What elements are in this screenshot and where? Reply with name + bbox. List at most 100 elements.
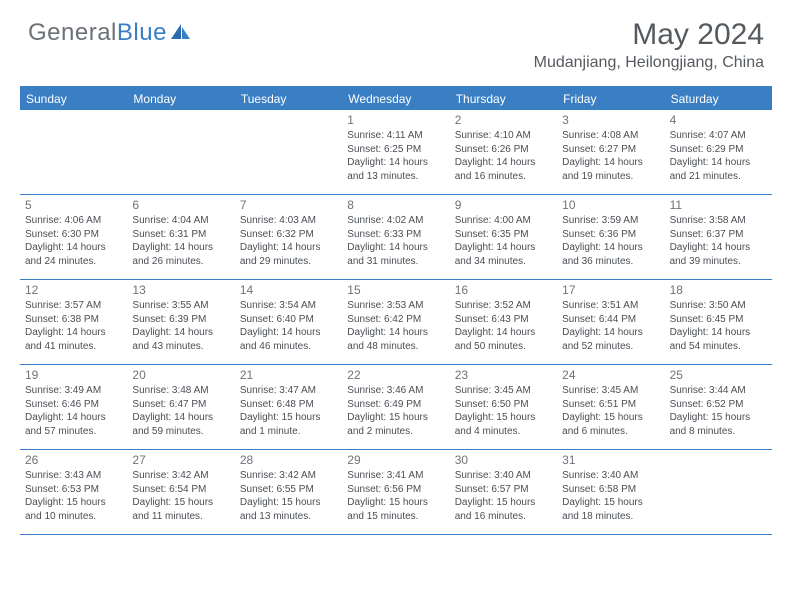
calendar-week-row: 12 Sunrise: 3:57 AMSunset: 6:38 PMDayligh… (20, 280, 772, 365)
calendar-day-cell: 7 Sunrise: 4:03 AMSunset: 6:32 PMDaylight… (235, 195, 342, 279)
calendar-day-cell: 18Sunrise: 3:50 AMSunset: 6:45 PMDayligh… (665, 280, 772, 364)
calendar-day-cell: 8Sunrise: 4:02 AMSunset: 6:33 PMDaylight… (342, 195, 449, 279)
calendar-empty-cell (665, 450, 772, 534)
day-number: 3 (562, 113, 659, 127)
calendar-day-cell: 2 Sunrise: 4:10 AMSunset: 6:26 PMDaylight… (450, 110, 557, 194)
weekday-label: Tuesday (235, 88, 342, 110)
day-number: 9 (455, 198, 552, 212)
day-sun-info: Sunrise: 3:40 AMSunset: 6:58 PMDaylight:… (562, 469, 659, 523)
day-sun-info: Sunrise: 4:03 AMSunset: 6:32 PMDaylight:… (240, 214, 337, 268)
day-number: 2 (455, 113, 552, 127)
location: Mudanjiang, Heilongjiang, China (534, 54, 764, 72)
day-number: 11 (670, 198, 767, 212)
logo: General Blue (28, 18, 192, 48)
calendar-day-cell: 1Sunrise: 4:11 AMSunset: 6:25 PMDaylight… (342, 110, 449, 194)
day-sun-info: Sunrise: 3:54 AMSunset: 6:40 PMDaylight:… (240, 299, 337, 353)
calendar-day-cell: 29 Sunrise: 3:41 AMSunset: 6:56 PMDayligh… (342, 450, 449, 534)
day-sun-info: Sunrise: 3:43 AMSunset: 6:53 PMDaylight:… (25, 469, 122, 523)
day-number: 26 (25, 453, 122, 467)
day-sun-info: Sunrise: 3:46 AMSunset: 6:49 PMDaylight:… (347, 384, 444, 438)
day-number: 14 (240, 283, 337, 297)
day-sun-info: Sunrise: 3:42 AMSunset: 6:55 PMDaylight:… (240, 469, 337, 523)
day-sun-info: Sunrise: 4:04 AMSunset: 6:31 PMDaylight:… (132, 214, 229, 268)
day-sun-info: Sunrise: 3:52 AMSunset: 6:43 PMDaylight:… (455, 299, 552, 353)
weekday-header-row: SundayMondayTuesdayWednesdayThursdayFrid… (20, 88, 772, 110)
day-sun-info: Sunrise: 4:08 AMSunset: 6:27 PMDaylight:… (562, 129, 659, 183)
day-sun-info: Sunrise: 3:47 AMSunset: 6:48 PMDaylight:… (240, 384, 337, 438)
calendar: SundayMondayTuesdayWednesdayThursdayFrid… (20, 86, 772, 535)
day-sun-info: Sunrise: 4:00 AMSunset: 6:35 PMDaylight:… (455, 214, 552, 268)
calendar-week-row: 19 Sunrise: 3:49 AMSunset: 6:46 PMDayligh… (20, 365, 772, 450)
day-sun-info: Sunrise: 3:45 AMSunset: 6:50 PMDaylight:… (455, 384, 552, 438)
day-sun-info: Sunrise: 4:06 AMSunset: 6:30 PMDaylight:… (25, 214, 122, 268)
day-number: 28 (240, 453, 337, 467)
logo-text-general: General (28, 19, 117, 47)
day-number: 24 (562, 368, 659, 382)
day-sun-info: Sunrise: 4:07 AMSunset: 6:29 PMDaylight:… (670, 129, 767, 183)
day-sun-info: Sunrise: 3:58 AMSunset: 6:37 PMDaylight:… (670, 214, 767, 268)
weekday-label: Wednesday (342, 88, 449, 110)
calendar-day-cell: 13Sunrise: 3:55 AMSunset: 6:39 PMDayligh… (127, 280, 234, 364)
day-number: 4 (670, 113, 767, 127)
day-number: 21 (240, 368, 337, 382)
header: General Blue May 2024 Mudanjiang, Heilon… (0, 0, 792, 78)
logo-text-blue: Blue (117, 19, 167, 47)
calendar-day-cell: 26 Sunrise: 3:43 AMSunset: 6:53 PMDayligh… (20, 450, 127, 534)
day-sun-info: Sunrise: 3:41 AMSunset: 6:56 PMDaylight:… (347, 469, 444, 523)
day-number: 25 (670, 368, 767, 382)
calendar-day-cell: 3 Sunrise: 4:08 AMSunset: 6:27 PMDaylight… (557, 110, 664, 194)
day-sun-info: Sunrise: 3:57 AMSunset: 6:38 PMDaylight:… (25, 299, 122, 353)
day-sun-info: Sunrise: 3:49 AMSunset: 6:46 PMDaylight:… (25, 384, 122, 438)
day-sun-info: Sunrise: 3:59 AMSunset: 6:36 PMDaylight:… (562, 214, 659, 268)
calendar-empty-cell (20, 110, 127, 194)
calendar-day-cell: 28 Sunrise: 3:42 AMSunset: 6:55 PMDayligh… (235, 450, 342, 534)
day-sun-info: Sunrise: 3:53 AMSunset: 6:42 PMDaylight:… (347, 299, 444, 353)
weekday-label: Saturday (665, 88, 772, 110)
weekday-label: Sunday (20, 88, 127, 110)
calendar-week-row: 26 Sunrise: 3:43 AMSunset: 6:53 PMDayligh… (20, 450, 772, 535)
day-number: 22 (347, 368, 444, 382)
calendar-body: 1Sunrise: 4:11 AMSunset: 6:25 PMDaylight… (20, 110, 772, 535)
day-number: 6 (132, 198, 229, 212)
calendar-day-cell: 21 Sunrise: 3:47 AMSunset: 6:48 PMDayligh… (235, 365, 342, 449)
day-number: 10 (562, 198, 659, 212)
weekday-label: Monday (127, 88, 234, 110)
calendar-day-cell: 10 Sunrise: 3:59 AMSunset: 6:36 PMDayligh… (557, 195, 664, 279)
calendar-empty-cell (127, 110, 234, 194)
day-sun-info: Sunrise: 3:44 AMSunset: 6:52 PMDaylight:… (670, 384, 767, 438)
calendar-day-cell: 27 Sunrise: 3:42 AMSunset: 6:54 PMDayligh… (127, 450, 234, 534)
day-number: 19 (25, 368, 122, 382)
day-number: 15 (347, 283, 444, 297)
day-sun-info: Sunrise: 3:48 AMSunset: 6:47 PMDaylight:… (132, 384, 229, 438)
calendar-day-cell: 16Sunrise: 3:52 AMSunset: 6:43 PMDayligh… (450, 280, 557, 364)
day-number: 17 (562, 283, 659, 297)
calendar-day-cell: 5Sunrise: 4:06 AMSunset: 6:30 PMDaylight… (20, 195, 127, 279)
day-sun-info: Sunrise: 3:40 AMSunset: 6:57 PMDaylight:… (455, 469, 552, 523)
day-sun-info: Sunrise: 3:55 AMSunset: 6:39 PMDaylight:… (132, 299, 229, 353)
calendar-day-cell: 30 Sunrise: 3:40 AMSunset: 6:57 PMDayligh… (450, 450, 557, 534)
calendar-day-cell: 31Sunrise: 3:40 AMSunset: 6:58 PMDayligh… (557, 450, 664, 534)
calendar-day-cell: 24 Sunrise: 3:45 AMSunset: 6:51 PMDayligh… (557, 365, 664, 449)
calendar-day-cell: 15 Sunrise: 3:53 AMSunset: 6:42 PMDayligh… (342, 280, 449, 364)
title-block: May 2024 Mudanjiang, Heilongjiang, China (534, 18, 764, 72)
day-sun-info: Sunrise: 4:10 AMSunset: 6:26 PMDaylight:… (455, 129, 552, 183)
calendar-day-cell: 25 Sunrise: 3:44 AMSunset: 6:52 PMDayligh… (665, 365, 772, 449)
calendar-day-cell: 6 Sunrise: 4:04 AMSunset: 6:31 PMDaylight… (127, 195, 234, 279)
logo-sail-icon (170, 20, 192, 48)
weekday-label: Thursday (450, 88, 557, 110)
day-number: 12 (25, 283, 122, 297)
day-sun-info: Sunrise: 3:45 AMSunset: 6:51 PMDaylight:… (562, 384, 659, 438)
calendar-day-cell: 20Sunrise: 3:48 AMSunset: 6:47 PMDayligh… (127, 365, 234, 449)
day-number: 29 (347, 453, 444, 467)
calendar-day-cell: 22 Sunrise: 3:46 AMSunset: 6:49 PMDayligh… (342, 365, 449, 449)
day-sun-info: Sunrise: 3:42 AMSunset: 6:54 PMDaylight:… (132, 469, 229, 523)
day-number: 18 (670, 283, 767, 297)
month-title: May 2024 (534, 18, 764, 52)
calendar-day-cell: 19 Sunrise: 3:49 AMSunset: 6:46 PMDayligh… (20, 365, 127, 449)
calendar-day-cell: 17Sunrise: 3:51 AMSunset: 6:44 PMDayligh… (557, 280, 664, 364)
day-number: 30 (455, 453, 552, 467)
calendar-day-cell: 23Sunrise: 3:45 AMSunset: 6:50 PMDayligh… (450, 365, 557, 449)
weekday-label: Friday (557, 88, 664, 110)
day-number: 27 (132, 453, 229, 467)
day-number: 7 (240, 198, 337, 212)
